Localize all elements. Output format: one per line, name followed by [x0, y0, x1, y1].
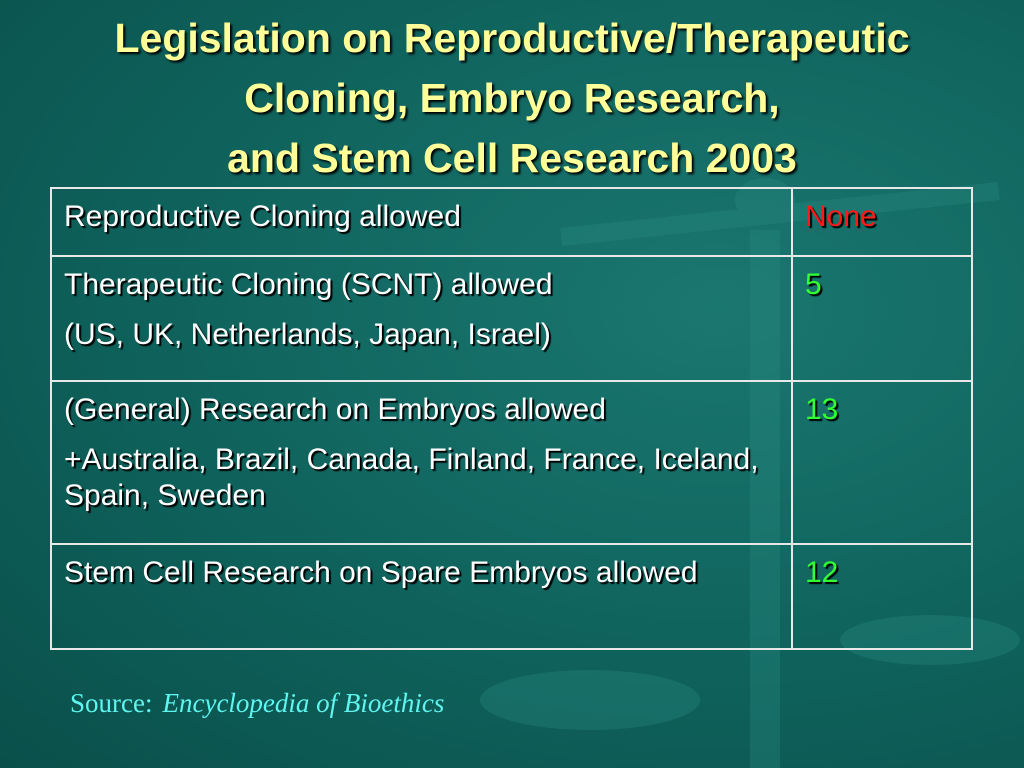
label-cell: Stem Cell Research on Spare Embryos allo…	[50, 543, 793, 650]
title-line: Cloning, Embryo Research,	[244, 75, 780, 121]
value-cell: 13	[791, 380, 973, 545]
title-line: Legislation on Reproductive/Therapeutic	[114, 15, 910, 61]
label-cell: Reproductive Cloning allowed	[50, 187, 793, 257]
title: Legislation on Reproductive/Therapeutic …	[0, 8, 1024, 188]
row: Reproductive Cloning allowed None	[50, 187, 973, 257]
row: Stem Cell Research on Spare Embryos allo…	[50, 543, 973, 650]
cell-text: +Australia, Brazil, Canada, Finland, Fra…	[64, 443, 759, 512]
row: Therapeutic Cloning (SCNT) allowed (US, U…	[50, 255, 973, 382]
title-line: and Stem Cell Research 2003	[227, 135, 797, 181]
label-cell: Therapeutic Cloning (SCNT) allowed (US, U…	[50, 255, 793, 382]
cell-text: (US, UK, Netherlands, Japan, Israel)	[64, 318, 551, 351]
cell-text: Therapeutic Cloning (SCNT) allowed	[64, 268, 553, 301]
value-cell: None	[791, 187, 973, 257]
value-cell: 12	[791, 543, 973, 650]
label-cell: (General) Research on Embryos allowed +Au…	[50, 380, 793, 545]
row: (General) Research on Embryos allowed +Au…	[50, 380, 973, 545]
cell-text: Reproductive Cloning allowed	[64, 200, 461, 233]
source: Source: Encyclopedia of Bioethics	[70, 688, 444, 719]
source-label: Source:	[70, 688, 153, 718]
source-text: Encyclopedia of Bioethics	[162, 688, 445, 718]
value-cell: 5	[791, 255, 973, 382]
cell-text: Stem Cell Research on Spare Embryos allo…	[64, 556, 698, 589]
cell-text: (General) Research on Embryos allowed	[64, 393, 606, 426]
table: Reproductive Cloning allowed None Therap…	[50, 187, 973, 650]
